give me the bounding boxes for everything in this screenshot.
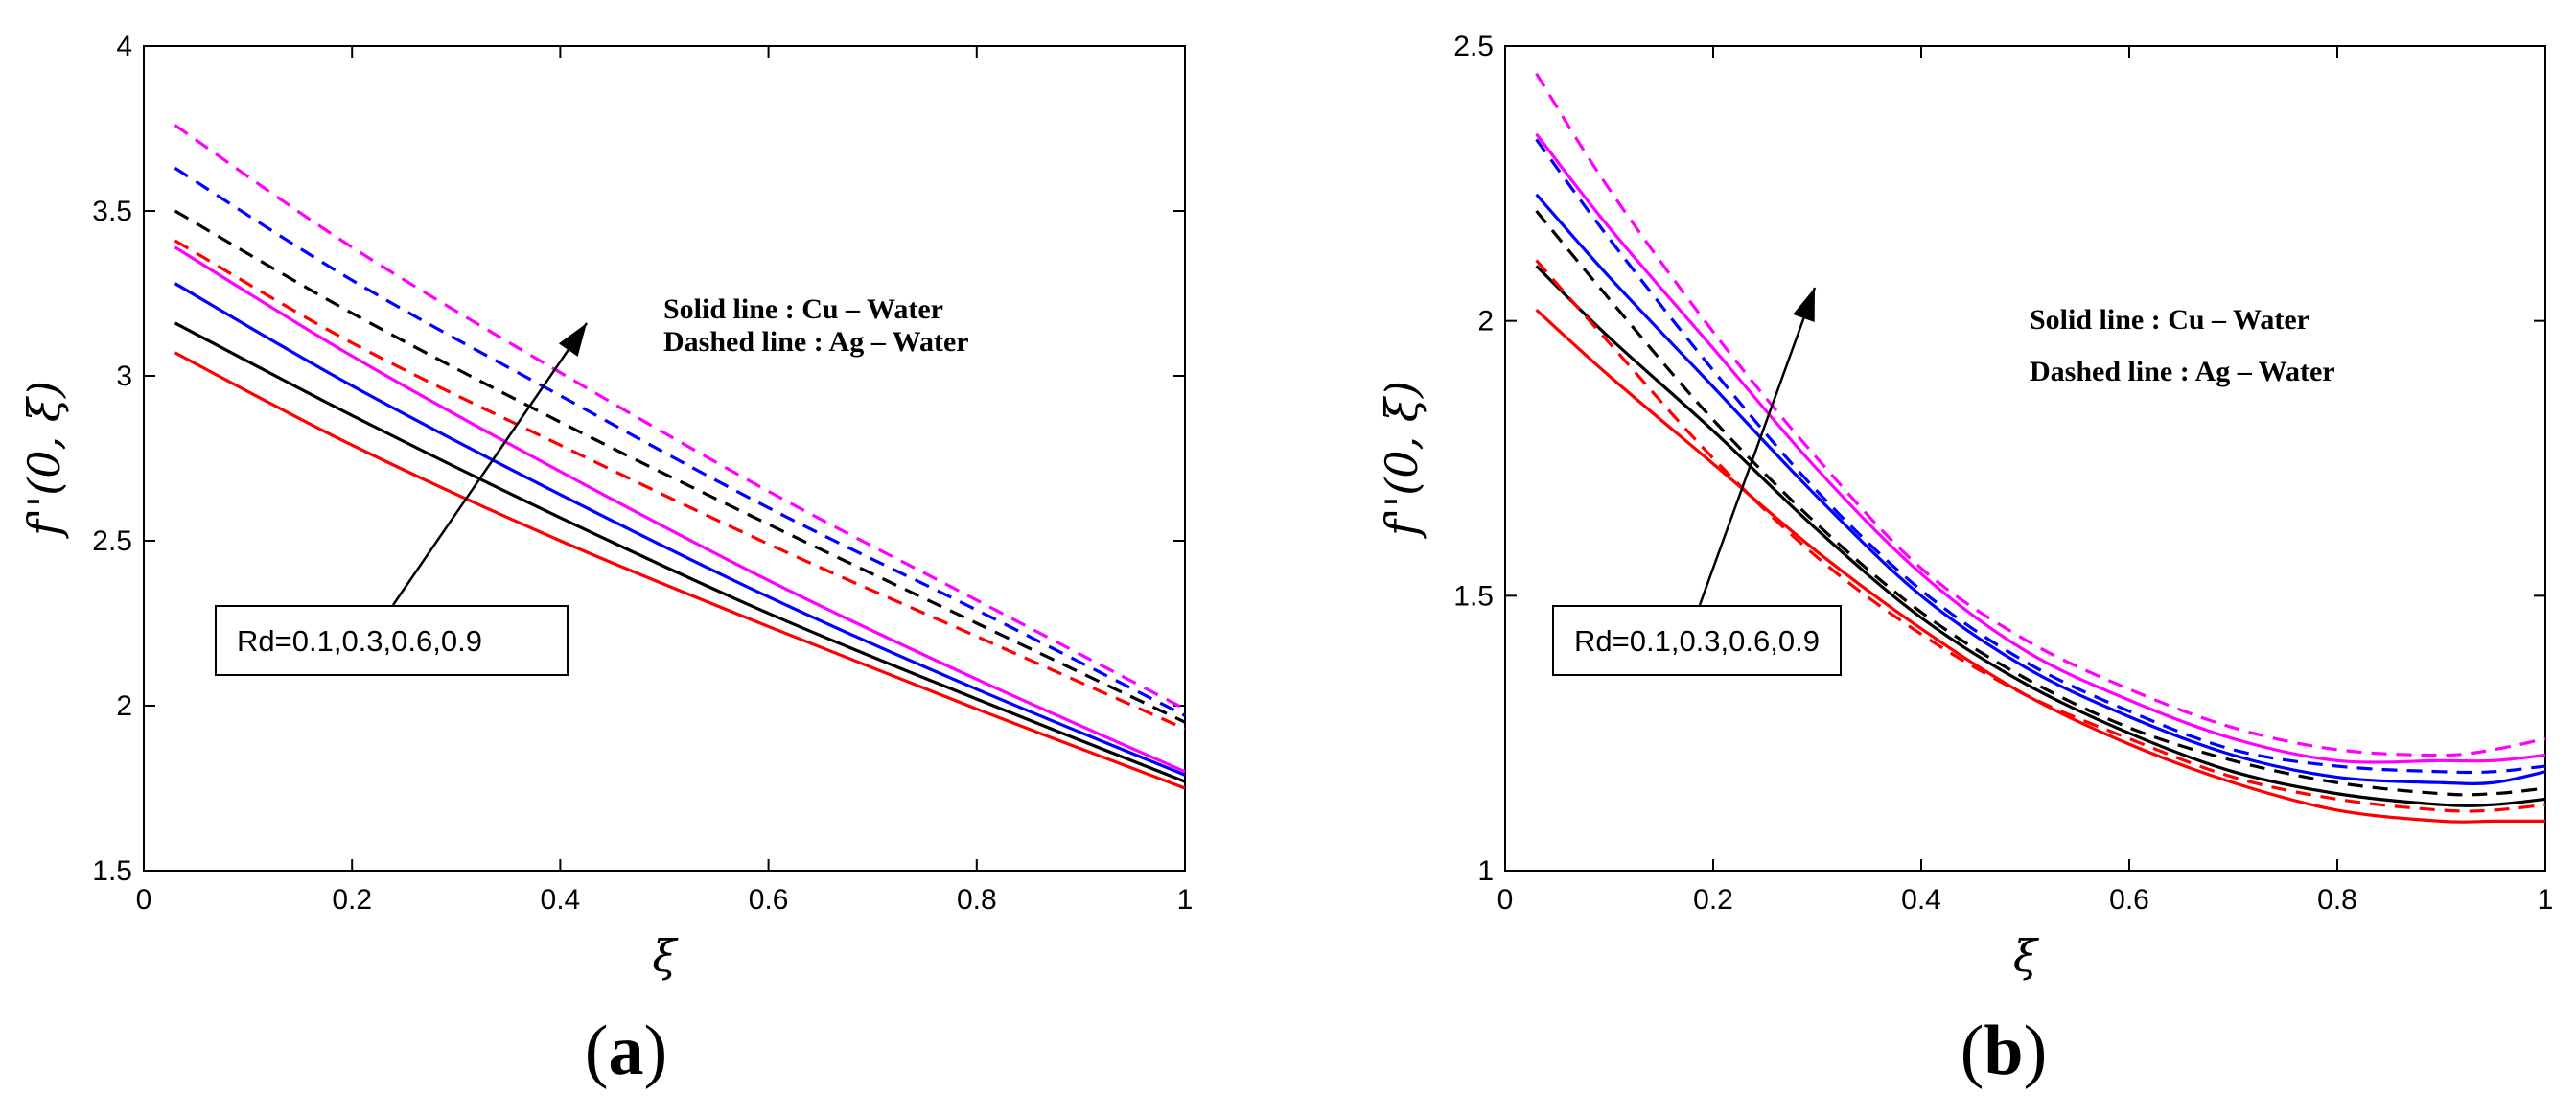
panel-label-close-paren: ) (644, 1012, 668, 1090)
legend-dashed-line: Dashed line : Ag – Water (2030, 356, 2335, 387)
x-tick-label: 0.6 (2109, 884, 2149, 916)
series-line-ag-water-6: Ag-Water Rd=0.6 (174, 166, 1186, 717)
chart-panel-a: 0 0.2 0.4 0.6 0.8 1 1.5 2 2.5 3 3.5 4 Cu-Water Rd=0.… (18, 31, 1193, 1090)
y-tick-label: 2 (1477, 306, 1494, 338)
series-line-cu-water-0: Cu-Water Rd=0.1 (1535, 309, 2545, 824)
chart-panel-b: 0 0.2 0.4 0.6 0.8 1 1 1.5 2 2.5 Cu-Water Rd=0.1Cu-… (1376, 31, 2553, 1090)
panel-label-letter: b (1984, 1012, 2023, 1090)
series-line-cu-water-2: Cu-Water Rd=0.6 (174, 282, 1186, 777)
panel-label-letter: a (609, 1012, 644, 1090)
panel-label: (b)(b) (1961, 1012, 2047, 1090)
series-line-ag-water-7: Ag-Water Rd=0.9 (1535, 72, 2546, 757)
annotation-text: Rd=0.1,0.3,0.6,0.9 (1574, 624, 1820, 658)
y-axis-label: f''(0, ξ) (18, 381, 70, 539)
x-tick-label: 0.8 (957, 884, 997, 916)
x-tick-label: 0.4 (1901, 884, 1941, 916)
x-tick-label: 0 (136, 884, 152, 916)
y-tick-label: 3 (116, 361, 132, 392)
series-line-ag-water-6: Ag-Water Rd=0.6 (1535, 138, 2546, 775)
y-tick-label: 2.5 (92, 525, 132, 557)
series-line-cu-water-0: Cu-Water Rd=0.1 (174, 351, 1186, 790)
x-axis-label: ξ (652, 930, 679, 982)
series-line-ag-water-4: Ag-Water Rd=0.1 (1535, 259, 2546, 813)
y-tick-label: 1.5 (1453, 580, 1494, 612)
panel-label: (a)(a) (585, 1012, 667, 1090)
series-line-ag-water-4: Ag-Water Rd=0.1 (174, 239, 1186, 731)
legend-solid-line: Solid line : Cu – Water (2030, 304, 2309, 336)
annotation-text: Rd=0.1,0.3,0.6,0.9 (237, 624, 482, 658)
series-line-cu-water-1: Cu-Water Rd=0.3 (174, 321, 1186, 783)
plot-area-frame (1504, 45, 2546, 872)
plot-area-frame (143, 45, 1186, 872)
x-tick-label: 0 (1497, 884, 1514, 916)
panel-label-open-paren: ( (585, 1012, 609, 1090)
legend-solid-line: Solid line : Cu – Water (663, 293, 943, 325)
x-tick-label: 0.4 (541, 884, 581, 916)
series-line-cu-water-3: Cu-Water Rd=0.9 (174, 245, 1186, 774)
y-axis-label: f''(0, ξ) (1376, 381, 1427, 539)
legend-dashed-line: Dashed line : Ag – Water (663, 326, 969, 358)
y-tick-label: 1 (1477, 855, 1494, 887)
series-line-cu-water-3: Cu-Water Rd=0.9 (1535, 132, 2546, 764)
series-line-ag-water-7: Ag-Water Rd=0.9 (174, 124, 1186, 710)
y-tick-label: 2 (116, 690, 132, 722)
y-tick-label: 3.5 (92, 196, 132, 227)
x-axis-label: ξ (2013, 930, 2040, 982)
y-tick-label: 1.5 (92, 855, 132, 887)
x-tick-label: 0.8 (2317, 884, 2357, 916)
panel-label-open-paren: ( (1961, 1012, 1984, 1090)
series-line-ag-water-5: Ag-Water Rd=0.3 (174, 209, 1186, 724)
x-tick-label: 0.2 (332, 884, 372, 916)
series-line-cu-water-1: Cu-Water Rd=0.3 (1535, 265, 2546, 807)
trend-arrow-shaft (391, 322, 589, 606)
x-tick-label: 0.6 (749, 884, 789, 916)
annotation-box (1552, 605, 1842, 676)
x-tick-label: 0.2 (1693, 884, 1733, 916)
annotation-box (215, 605, 569, 676)
trend-arrow-shaft (1698, 287, 1817, 606)
y-tick-label: 4 (116, 31, 132, 62)
series-line-ag-water-5: Ag-Water Rd=0.3 (1535, 209, 2546, 797)
series-group: Cu-Water Rd=0.1Cu-Water Rd=0.3Cu-Water R… (1535, 72, 2546, 824)
trend-arrow-head (1793, 288, 1815, 323)
y-tick-label: 2.5 (1453, 31, 1494, 62)
series-group: Cu-Water Rd=0.1Cu-Water Rd=0.3Cu-Water R… (174, 124, 1186, 790)
panel-label-close-paren: ) (2024, 1012, 2048, 1090)
x-tick-label: 1 (2538, 884, 2554, 916)
x-tick-label: 1 (1177, 884, 1194, 916)
series-line-cu-water-2: Cu-Water Rd=0.6 (1535, 193, 2546, 785)
trend-arrow-head (558, 323, 587, 357)
